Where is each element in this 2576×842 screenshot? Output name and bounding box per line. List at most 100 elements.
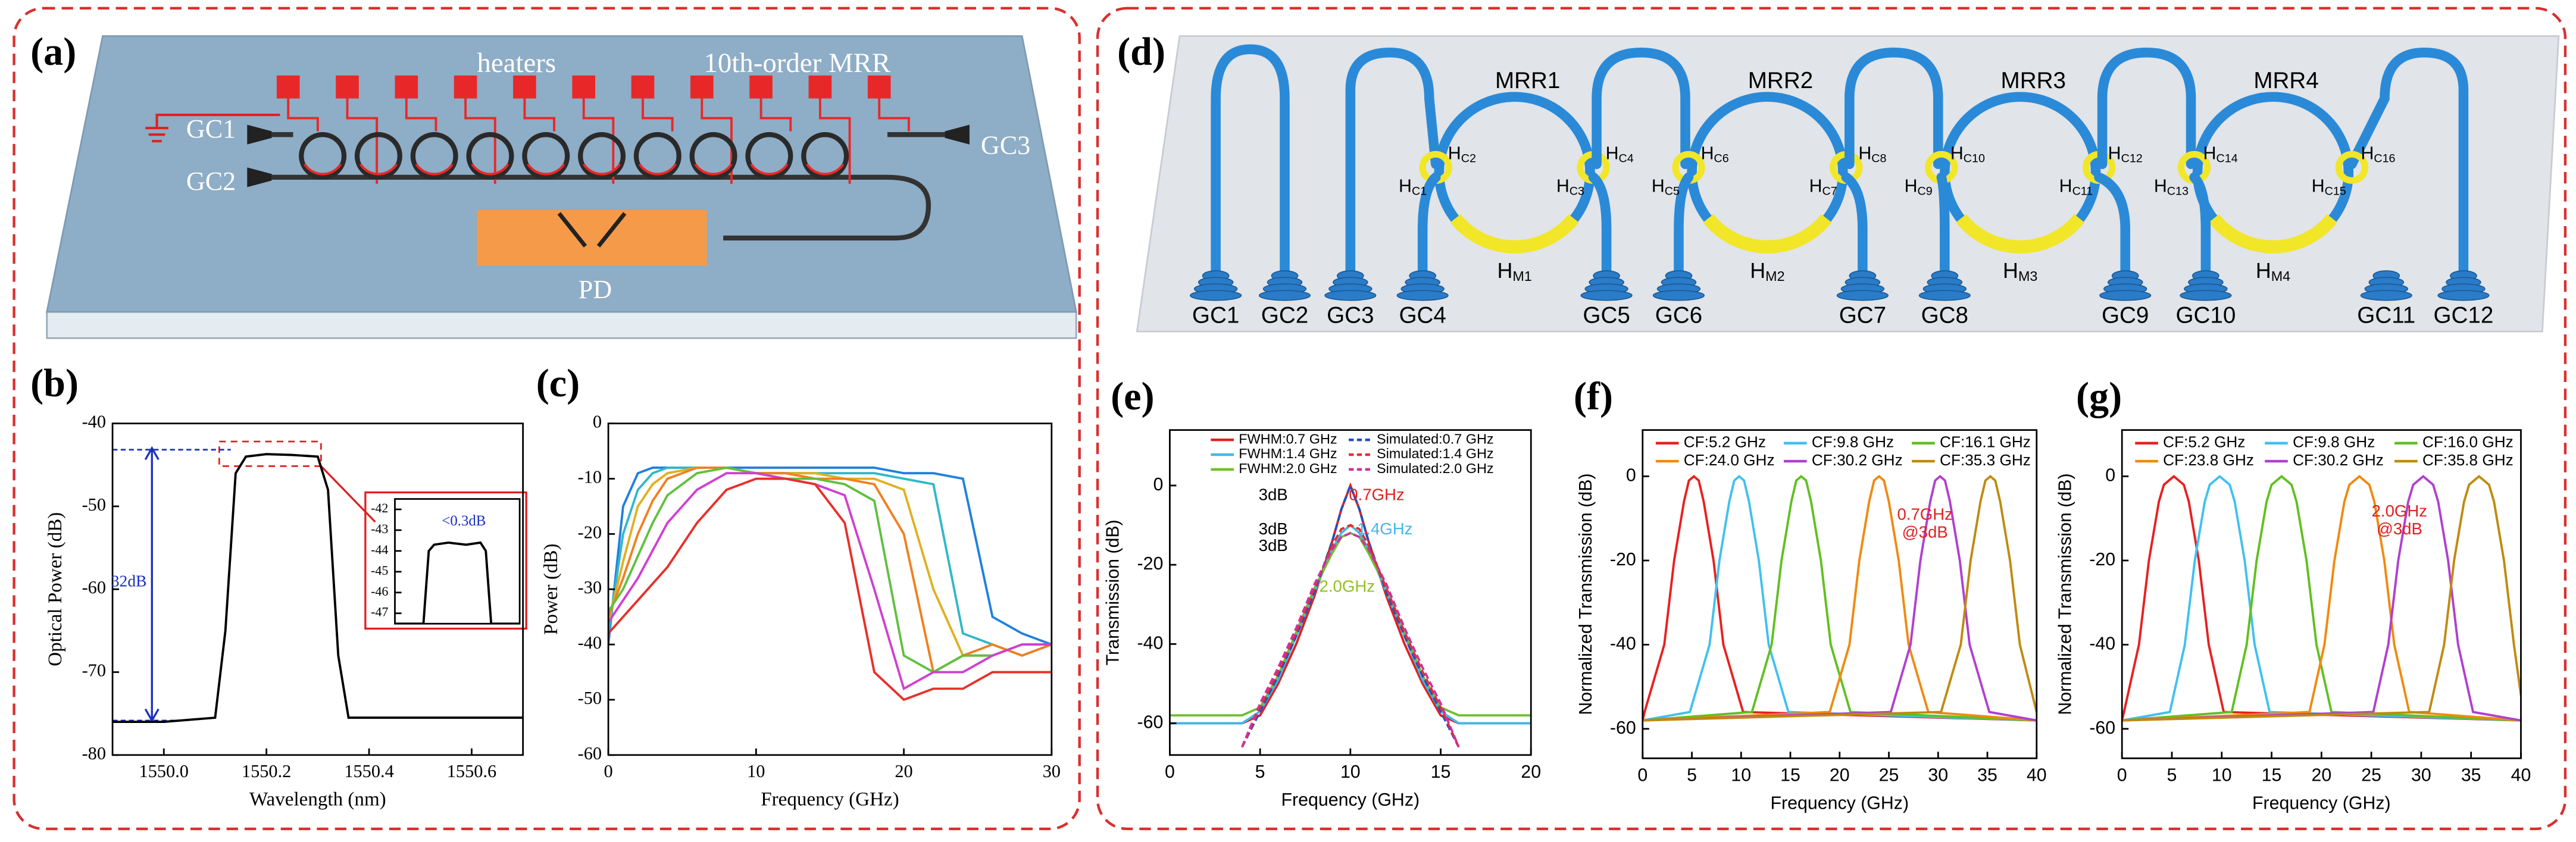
chart: 0 5 10 15 20 0 -20 -40 -60 Frequency (GHz) Transmi…: [1103, 429, 1541, 810]
legend-label: Simulated:2.0 GHz: [1377, 461, 1494, 476]
heater: [631, 75, 655, 99]
heater: [336, 75, 359, 99]
heater-base: H: [1556, 176, 1570, 196]
series-line: [1642, 474, 2037, 722]
legend-label: CF:35.3 GHz: [1940, 451, 2031, 469]
series-line: [608, 466, 1052, 657]
series-line: [2122, 474, 2521, 722]
x-tick-label: 1550.2: [242, 761, 291, 781]
series-line: [608, 466, 1052, 674]
y-tick-label: -44: [371, 542, 388, 557]
heater-label: HC3: [1556, 176, 1584, 198]
ring-heater: [694, 163, 733, 176]
ring: [689, 132, 737, 180]
y-tick-label: -10: [578, 467, 602, 487]
annotation: @3dB: [2377, 519, 2422, 538]
y-tick-label: -60: [1610, 718, 1636, 738]
y-tick-label: -60: [2089, 718, 2115, 738]
heater-sub: C15: [2325, 185, 2346, 198]
plot-frame: [2121, 429, 2522, 759]
chart: 0 5 10 15 20 25 30 35 40 0 -20 -40 -60 Frequency (GHz…: [1576, 429, 2047, 813]
y-axis-title: Transmission (dB): [1103, 519, 1123, 665]
ring: [466, 132, 514, 180]
x-tick-label: 10: [2212, 766, 2232, 785]
waveguide: [1674, 172, 1694, 276]
x-tick-label: 1550.0: [139, 761, 189, 781]
coupler-label: GC7: [1839, 303, 1886, 328]
y-tick-label: -40: [82, 412, 106, 432]
series-line: [1241, 524, 1460, 748]
series-line: [1642, 474, 2037, 722]
legend-label: CF:24.0 GHz: [1684, 451, 1775, 469]
x-tick-label: 30: [2411, 766, 2431, 785]
heater-sub: C6: [1714, 152, 1728, 165]
plot-frame: [1642, 429, 2038, 759]
heater-base: H: [2003, 259, 2018, 283]
series-line: [1170, 531, 1531, 717]
ring: [354, 132, 402, 180]
heater-wire: [582, 98, 615, 184]
heater-label: HC11: [2059, 176, 2093, 198]
frame-right: [1096, 7, 2567, 831]
y-tick-label: -60: [578, 743, 602, 763]
ring: [578, 132, 626, 180]
x-tick-label: 5: [1255, 762, 1265, 782]
ring-heater: [582, 163, 621, 176]
y-tick-label: -60: [82, 577, 106, 597]
heater-base: H: [2108, 143, 2121, 163]
legend-label: FWHM:1.4 GHz: [1239, 446, 1337, 461]
heater-base: H: [1498, 259, 1513, 283]
label: GC3: [981, 130, 1030, 159]
heater-wire: [287, 98, 319, 132]
heater-sub: C1: [1412, 185, 1427, 198]
heater-sub: M4: [2271, 268, 2290, 284]
photodetector: [477, 210, 707, 266]
bus: [271, 132, 945, 180]
coupler-label: GC6: [1655, 303, 1702, 328]
chart: -42 -43 -44 -45 -46 -47 <0.3dB: [371, 498, 521, 625]
heater-label: HC5: [1652, 176, 1680, 198]
legend-label: CF:16.1 GHz: [1940, 433, 2031, 451]
y-tick-label: -30: [578, 577, 602, 597]
heater-wire: [523, 98, 555, 132]
legend-label: CF:16.0 GHz: [2422, 433, 2514, 451]
span-arrow: [144, 446, 160, 723]
heater-sub: M3: [2018, 268, 2037, 284]
ring: [410, 132, 458, 180]
waveguide: [2097, 47, 2196, 170]
grating: [2180, 290, 2232, 301]
heater-wire: [701, 98, 733, 184]
waveguide: [1845, 47, 1943, 170]
y-tick-label: -20: [578, 522, 602, 542]
heater-base: H: [1809, 176, 1822, 196]
heater-base: H: [2256, 259, 2271, 283]
heater-base: H: [1950, 143, 1964, 163]
heater-wire: [818, 98, 851, 184]
y-tick-label: -42: [371, 500, 388, 515]
heater-base: H: [1750, 259, 1765, 283]
ring-heater: [1956, 214, 2085, 253]
y-tick-label: -50: [578, 688, 602, 708]
y-tick-label: -50: [82, 494, 106, 515]
x-axis-title: Frequency (GHz): [761, 789, 899, 810]
series-line: [608, 477, 1052, 702]
heater-label: HC12: [2108, 143, 2143, 165]
coupler-label: GC12: [2433, 303, 2493, 328]
pd-wedge: [557, 212, 627, 248]
ring-heater: [1703, 214, 1832, 253]
y-axis-title: Normalized Transmission (dB): [1576, 473, 1596, 715]
legend-label: CF:5.2 GHz: [2163, 433, 2245, 451]
y-tick-label: 0: [1153, 475, 1163, 494]
heater-wire: [759, 98, 792, 132]
ring-heater: [806, 163, 845, 176]
frame-left: [12, 7, 1081, 831]
slab-top: [46, 35, 1077, 313]
heater-sub: C8: [1871, 152, 1886, 165]
heater-sub: C11: [2072, 185, 2093, 198]
heater-sub: C7: [1822, 185, 1837, 198]
x-tick-label: 20: [1830, 766, 1850, 785]
series-line: [1241, 482, 1460, 748]
diagram-d: GC1 GC2 GC3 GC4 GC5 GC6 GC7 GC8 GC9 GC10 GC11 GC12 M…: [1136, 35, 2560, 333]
series-line: [2122, 474, 2521, 722]
legend-label: CF:30.2 GHz: [1812, 451, 1903, 469]
